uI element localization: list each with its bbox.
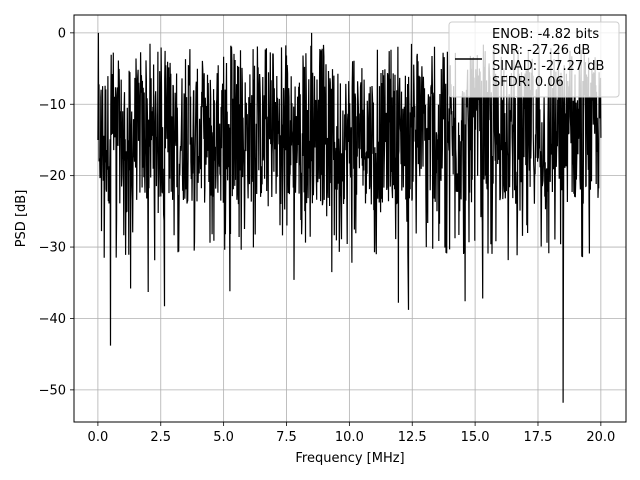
x-tick-label: 5.0 bbox=[213, 430, 234, 445]
x-tick-label: 10.0 bbox=[335, 430, 364, 445]
x-tick-label: 7.5 bbox=[276, 430, 297, 445]
y-tick-label: −50 bbox=[39, 383, 66, 398]
x-tick-label: 17.5 bbox=[524, 430, 553, 445]
psd-line bbox=[97, 32, 602, 403]
x-tick-label: 12.5 bbox=[398, 430, 427, 445]
legend: ENOB: -4.82 bits SNR: -27.26 dB SINAD: -… bbox=[448, 21, 620, 98]
x-tick-label: 2.5 bbox=[150, 430, 171, 445]
y-tick-label: −20 bbox=[39, 169, 66, 184]
y-tick-label: −10 bbox=[39, 98, 66, 113]
y-tick-label: −40 bbox=[39, 312, 66, 327]
y-tick-label: −30 bbox=[39, 241, 66, 256]
ticks: 0.0 2.5 5.0 7.5 10.0 12.5 15.0 17.5 20.0 0 −10 −20 −… bbox=[39, 26, 616, 445]
y-tick-label: 0 bbox=[58, 26, 66, 41]
legend-box bbox=[448, 21, 620, 98]
series-layer bbox=[97, 32, 602, 403]
plot-frame bbox=[73, 14, 627, 423]
legend-entry-snr: SNR: -27.26 dB bbox=[492, 43, 590, 58]
legend-entry-sfdr: SFDR: 0.06 bbox=[492, 75, 564, 90]
x-tick-label: 20.0 bbox=[586, 430, 615, 445]
x-axis-label: Frequency [MHz] bbox=[295, 451, 404, 466]
y-axis-label: PSD [dB] bbox=[14, 190, 29, 248]
legend-entry-enob: ENOB: -4.82 bits bbox=[492, 27, 599, 42]
x-tick-label: 15.0 bbox=[461, 430, 490, 445]
legend-entry-sinad: SINAD: -27.27 dB bbox=[492, 59, 604, 74]
x-tick-label: 0.0 bbox=[88, 430, 109, 445]
